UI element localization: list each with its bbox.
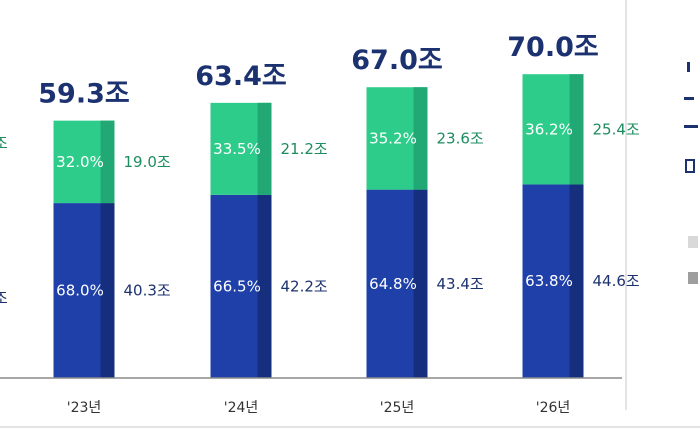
x-tick-label: '23년: [67, 400, 102, 416]
labels-layer: 68.0% 40.3조 32.0% 19.0조 59.3조 '23년 66.5% 42.2조 3…: [38, 32, 640, 416]
total-label: 59.3조: [38, 79, 129, 110]
share-label: 35.2%: [369, 129, 417, 147]
share-label: 63.8%: [525, 272, 573, 290]
bar-segment-shade: [569, 74, 584, 185]
amount-label: 23.6조: [437, 129, 484, 147]
amount-label: 40.3조: [124, 282, 171, 300]
x-tick-label: '26년: [536, 400, 571, 416]
share-label: 66.5%: [213, 277, 261, 295]
bar-segment-shade: [413, 189, 428, 378]
bar-segment-shade: [100, 203, 115, 378]
left-cut-blue-label: 조: [0, 289, 8, 307]
share-label: 68.0%: [56, 282, 104, 300]
total-label: 67.0조: [351, 45, 442, 76]
amount-label: 25.4조: [593, 120, 640, 138]
total-label: 70.0조: [507, 32, 598, 63]
bar-segment-shade: [413, 87, 428, 190]
bars-layer: [53, 74, 584, 378]
legend-title-fragment: [685, 159, 695, 173]
legend-swatch-dark: [688, 272, 698, 284]
legend-title-fragment: [687, 62, 690, 72]
legend-swatch-light: [688, 236, 698, 248]
share-label: 32.0%: [56, 153, 104, 171]
right-legend-partial: [684, 62, 698, 284]
bar-segment-shade: [569, 184, 584, 378]
legend-title-fragment: [684, 125, 698, 128]
bar-segment-shade: [100, 120, 115, 204]
amount-label: 42.2조: [281, 277, 328, 295]
amount-label: 19.0조: [124, 153, 171, 171]
amount-label: 43.4조: [437, 275, 484, 293]
share-label: 33.5%: [213, 140, 261, 158]
left-cut-green-label: 조: [0, 134, 8, 152]
amount-label: 44.6조: [593, 272, 640, 290]
amount-label: 21.2조: [281, 140, 328, 158]
x-tick-label: '25년: [380, 400, 415, 416]
share-label: 64.8%: [369, 275, 417, 293]
share-label: 36.2%: [525, 120, 573, 138]
legend-title-fragment: [684, 97, 694, 100]
bar-segment-shade: [257, 102, 272, 195]
total-label: 63.4조: [195, 61, 286, 92]
bar-segment-shade: [257, 194, 272, 378]
x-tick-label: '24년: [224, 400, 259, 416]
